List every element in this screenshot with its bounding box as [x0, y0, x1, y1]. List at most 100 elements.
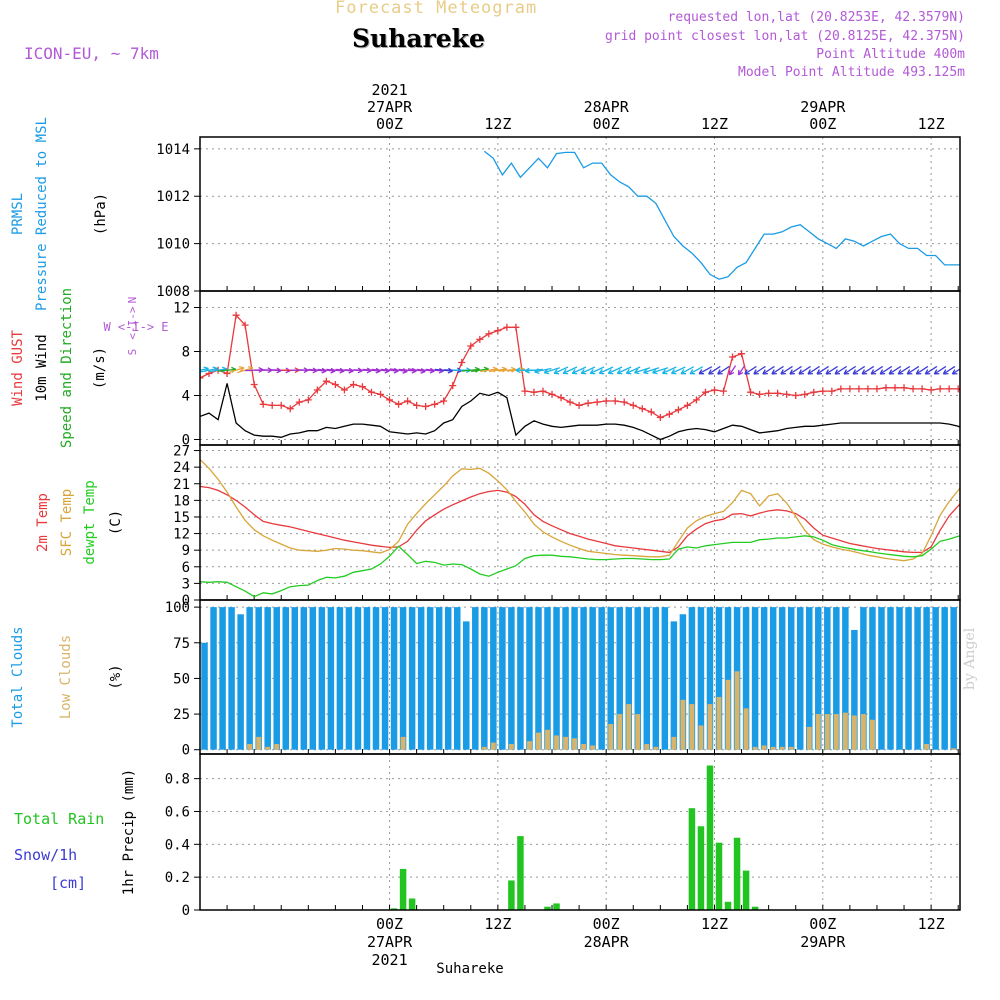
gust-marker [268, 401, 276, 409]
bar [626, 704, 632, 750]
panel-frame [199, 753, 961, 911]
bar [472, 607, 479, 750]
bar [779, 746, 785, 750]
wind-arrow [834, 365, 847, 375]
bar [536, 732, 541, 750]
ytick-label: 0.6 [165, 804, 190, 820]
ytick-label: 50 [173, 671, 190, 687]
bar [590, 745, 596, 750]
bar [697, 826, 705, 910]
bar [806, 726, 812, 750]
bar [490, 607, 497, 750]
wind-arrow [471, 368, 489, 373]
gust-marker [855, 385, 863, 393]
ytick-label: 1012 [156, 189, 190, 205]
bar [247, 744, 253, 750]
compass-n: N [126, 297, 139, 304]
ylabel: Low Clouds [58, 635, 74, 719]
bar [545, 729, 550, 750]
panel-clouds [192, 599, 961, 755]
bar [481, 607, 488, 750]
bar [309, 607, 317, 750]
ylabel: SFC Temp [59, 489, 75, 556]
wind-arrow [852, 365, 866, 375]
bar [851, 715, 857, 750]
wind-arrow [652, 367, 669, 374]
wind-arrow [825, 365, 838, 375]
ytick-label: 100 [165, 600, 190, 616]
bar [761, 745, 767, 750]
bar [950, 607, 957, 750]
wind-arrow-head [807, 369, 814, 375]
ylabel: (hPa) [93, 193, 109, 235]
wind-arrow [571, 366, 587, 374]
ytick-label: 75 [173, 636, 190, 652]
bar [192, 727, 198, 750]
wind-arrow [771, 365, 784, 375]
bar [345, 607, 353, 750]
bar [580, 607, 587, 750]
ylabel: 10m Wind [34, 334, 50, 401]
bar [661, 607, 669, 750]
bar [905, 607, 912, 750]
wind-arrow [634, 367, 651, 374]
bar [851, 629, 858, 750]
ylabel: (m/s) [92, 347, 108, 389]
wind-arrow [897, 365, 911, 375]
bar [751, 607, 759, 750]
compass-ns: <-I-> [126, 306, 139, 339]
wind-arrow [879, 365, 893, 375]
bar [246, 607, 253, 750]
time-label-top: 00Z [593, 115, 620, 133]
ytick-label: 0 [182, 433, 190, 449]
wind-arrow [434, 368, 453, 372]
bar [842, 607, 849, 750]
wind-arrow [380, 368, 399, 372]
time-label-top: 00Z [809, 115, 836, 133]
bar [760, 607, 768, 750]
bar [408, 898, 416, 910]
wind-arrow [562, 366, 578, 374]
bar [932, 607, 939, 750]
wind-arrow-head [717, 369, 723, 375]
wind-arrow-head [589, 368, 596, 375]
wind-arrow [326, 368, 345, 372]
wind-arrow [425, 368, 444, 372]
bar [715, 607, 723, 750]
wind-arrow-head [680, 369, 687, 375]
bar [887, 607, 894, 750]
bar [517, 836, 524, 910]
bar [706, 607, 714, 750]
compass-we: W <-I-> E [103, 320, 168, 334]
gust-marker [991, 406, 998, 413]
wind-arrow [728, 365, 737, 376]
bar [788, 746, 794, 750]
time-label-top: 12Z [484, 115, 511, 133]
ytick-label: 15 [173, 510, 190, 526]
bar [743, 708, 749, 750]
bar [923, 607, 930, 750]
wind-arrow-head [942, 369, 949, 375]
gust-marker [304, 396, 312, 404]
bar [769, 607, 777, 750]
bar [563, 736, 568, 750]
bar [734, 671, 740, 750]
wind-arrow [416, 368, 435, 372]
credit-watermark: by Angel [962, 627, 978, 690]
ylabel: Total Clouds [10, 626, 26, 727]
grid-coords: grid point closest lon,lat (20.8125E, 42… [604, 29, 965, 44]
bar [535, 607, 542, 750]
bar [508, 744, 514, 750]
point-altitude: Point Altitude 400m [816, 47, 965, 62]
panel-frame [199, 136, 961, 292]
bar [716, 696, 722, 750]
gust-marker [909, 385, 917, 393]
gust-marker [223, 370, 231, 377]
panel-temp [194, 444, 961, 601]
bar [201, 642, 208, 750]
bar [255, 607, 262, 750]
bar [453, 607, 461, 750]
bar [806, 607, 813, 750]
bar [408, 607, 416, 750]
wind-arrow-head [979, 370, 984, 374]
